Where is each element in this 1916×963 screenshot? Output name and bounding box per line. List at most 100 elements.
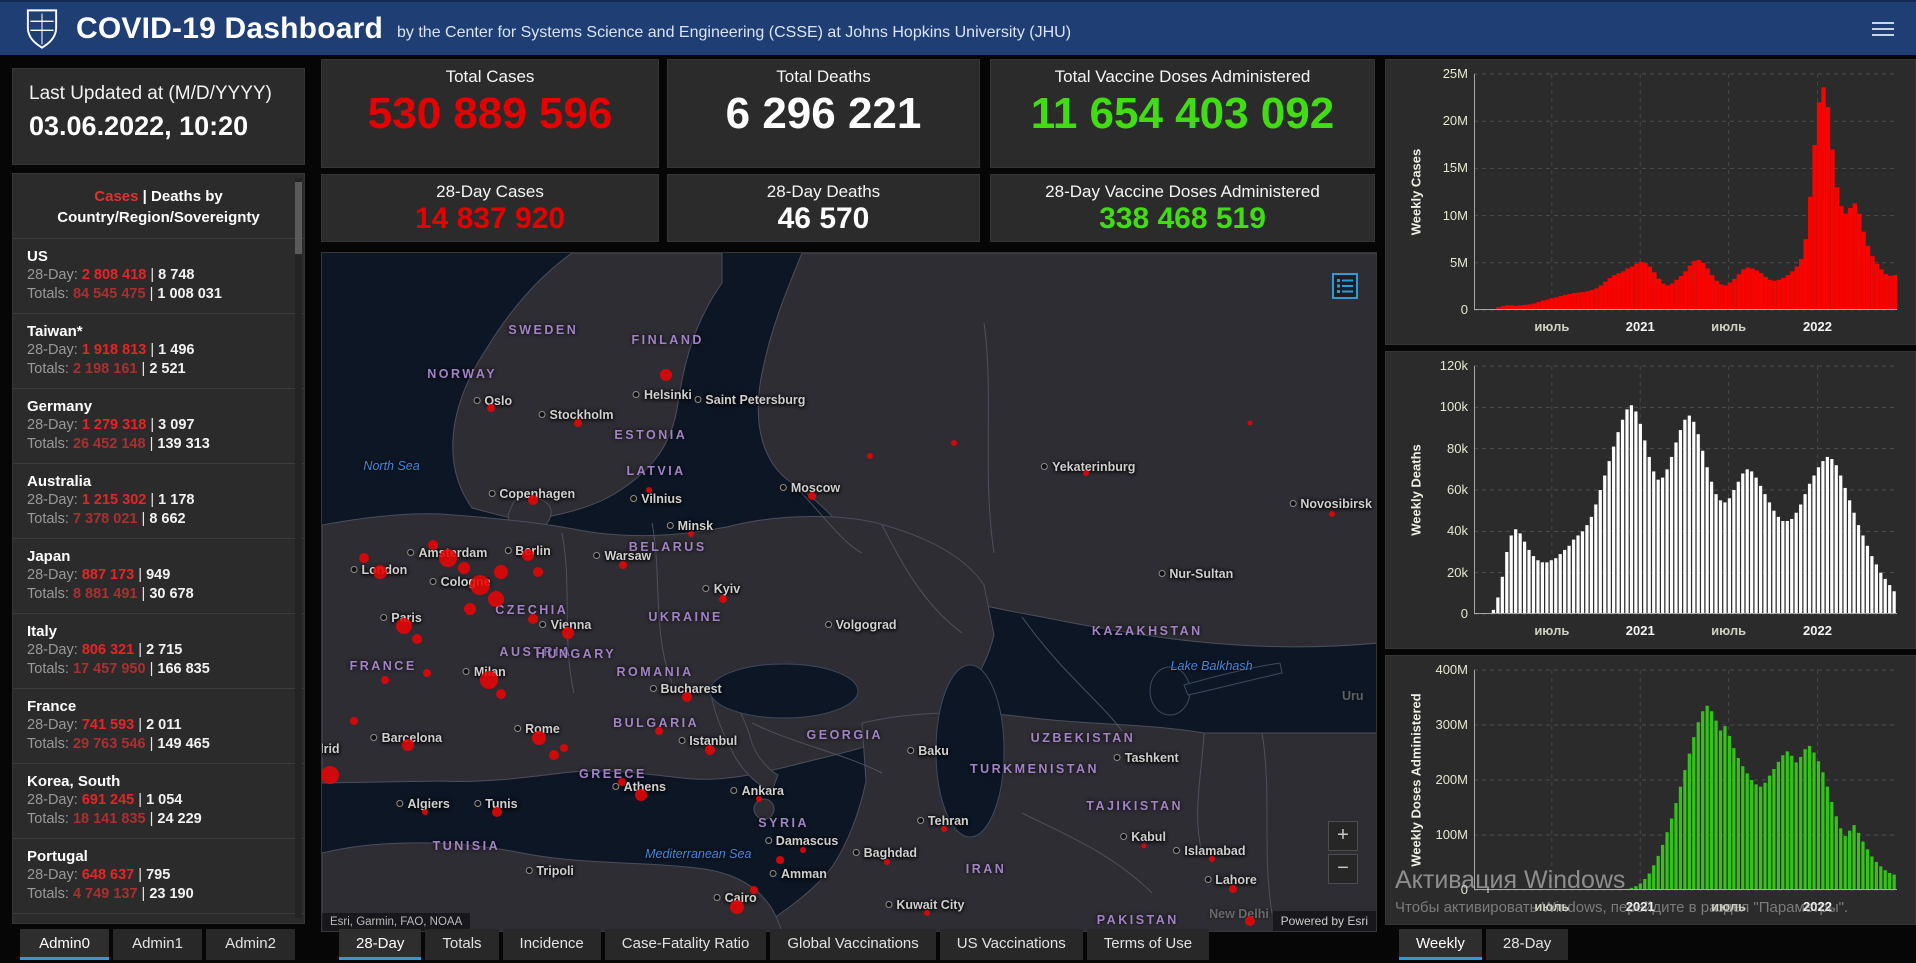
case-bubble[interactable] [470,575,491,596]
tab-admin0[interactable]: Admin0 [20,929,109,960]
case-bubble[interactable] [681,692,692,703]
case-bubble[interactable] [799,846,806,853]
case-bubble[interactable] [659,369,672,382]
case-bubble[interactable] [496,688,507,699]
case-bubble[interactable] [704,744,715,755]
map-city-label-nur-sultan: Nur-Sultan [1158,567,1233,581]
country-name: Brazil [27,922,294,923]
case-bubble[interactable] [359,553,370,564]
case-bubble[interactable] [1083,470,1090,477]
hamburger-icon[interactable] [1872,21,1894,36]
case-bubble[interactable] [532,730,547,745]
case-bubble[interactable] [422,809,429,816]
map-city-label-bucharest: Bucharest [650,682,722,696]
case-bubble[interactable] [491,807,502,818]
country-row-france[interactable]: France 28-Day: 741 593 | 2 011 Totals: 29 … [13,688,304,763]
case-bubble[interactable] [402,738,415,751]
y-tick-label: 300M [1435,717,1468,732]
case-bubble[interactable] [381,676,390,685]
case-bubble[interactable] [487,590,504,607]
case-bubble[interactable] [521,548,534,561]
case-bubble[interactable] [494,564,509,579]
case-bubble[interactable] [619,560,628,569]
country-row-portugal[interactable]: Portugal 28-Day: 648 637 | 795 Totals: 4 7… [13,838,304,913]
country-row-italy[interactable]: Italy 28-Day: 806 321 | 2 715 Totals: 17 4… [13,613,304,688]
tab-admin1[interactable]: Admin1 [113,929,202,960]
tab-us-vaccinations[interactable]: US Vaccinations [939,929,1083,960]
case-bubble[interactable] [574,418,583,427]
case-bubble[interactable] [1244,915,1255,926]
world-map[interactable]: SWEDEN FINLAND NORWAY ESTONIA LATVIA BELARUS C… [321,252,1377,932]
country-row-brazil[interactable]: Brazil28-Day: 557 516 | 2 807Totals: 31 … [13,913,304,923]
tab-case-fatality-ratio[interactable]: Case-Fatality Ratio [604,929,767,960]
case-bubble[interactable] [479,671,498,690]
y-tick-label: 80k [1447,440,1468,456]
case-bubble[interactable] [940,826,947,833]
case-bubble[interactable] [527,614,538,625]
case-bubble[interactable] [463,602,476,615]
tab-incidence[interactable]: Incidence [502,929,601,960]
case-bubble[interactable] [486,403,495,412]
scrollbar-track[interactable] [295,178,302,918]
case-bubble[interactable] [923,910,930,917]
map-country-label-tajikistan: TAJIKISTAN [1086,798,1184,813]
case-bubble[interactable] [427,539,438,550]
country-row-australia[interactable]: Australia 28-Day: 1 215 302 | 1 178 Totals… [13,463,304,538]
case-bubble[interactable] [349,716,358,725]
case-bubble[interactable] [458,562,471,575]
case-bubble[interactable] [1328,511,1335,518]
tab-28-day[interactable]: 28-Day [1485,929,1569,960]
case-bubble[interactable] [411,634,422,645]
case-bubble[interactable] [951,439,958,446]
case-bubble[interactable] [687,531,694,538]
case-bubble[interactable] [867,453,874,460]
country-row-japan[interactable]: Japan 28-Day: 887 173 | 949 Totals: 8 881 … [13,538,304,613]
tab-totals[interactable]: Totals [425,929,499,960]
case-bubble[interactable] [372,564,387,579]
country-name: US [27,248,48,265]
case-bubble[interactable] [1208,856,1215,863]
tab-global-vaccinations[interactable]: Global Vaccinations [770,929,936,960]
case-bubble[interactable] [750,886,759,895]
country-row-us[interactable]: US 28-Day: 2 808 418 | 8 748 Totals: 84 54… [13,238,304,313]
case-bubble[interactable] [883,858,890,865]
case-bubble[interactable] [618,777,627,786]
case-bubble[interactable] [439,549,458,568]
country-name: Portugal [27,848,88,865]
case-bubble[interactable] [1141,843,1147,849]
country-row-taiwan-[interactable]: Taiwan* 28-Day: 1 918 813 | 1 496 Totals: … [13,313,304,388]
x-tick-label: июль [1534,319,1570,334]
case-bubble[interactable] [776,855,785,864]
case-bubble[interactable] [533,566,544,577]
tab-terms-of-use[interactable]: Terms of Use [1086,929,1210,960]
tab-weekly[interactable]: Weekly [1399,929,1482,960]
case-bubble[interactable] [396,617,413,634]
country-row-korea-south[interactable]: Korea, South 28-Day: 691 245 | 1 054 Total… [13,763,304,838]
tab-admin2[interactable]: Admin2 [206,929,295,960]
tab-28-day[interactable]: 28-Day [339,929,422,960]
map-faded-label-uru: Uru [1342,689,1364,704]
case-bubble[interactable] [1228,884,1237,893]
layer-list-icon[interactable] [1332,273,1358,299]
case-bubble[interactable] [561,626,574,639]
case-bubble[interactable] [423,669,432,678]
case-bubble[interactable] [808,491,817,500]
case-bubble[interactable] [718,594,727,603]
country-name: Australia [27,473,92,490]
map-zoom-out-button[interactable]: − [1328,854,1358,884]
map-city-label-kyiv: Kyiv [703,582,740,596]
case-bubble[interactable] [730,900,745,915]
case-bubble[interactable] [655,726,664,735]
country-row-germany[interactable]: Germany 28-Day: 1 279 318 | 3 097 Totals: … [13,388,304,463]
case-bubble[interactable] [560,743,569,752]
case-bubble[interactable] [635,789,648,802]
case-bubble[interactable] [527,495,538,506]
case-bubble[interactable] [645,487,652,494]
case-bubble[interactable] [322,766,340,785]
28day-vaccine-doses-value: 338 468 519 [1099,202,1266,235]
case-bubble[interactable] [1247,420,1253,425]
case-bubble[interactable] [756,795,763,802]
case-bubble[interactable] [548,749,559,760]
scrollbar-thumb[interactable] [295,182,302,254]
map-zoom-in-button[interactable]: + [1328,821,1358,851]
